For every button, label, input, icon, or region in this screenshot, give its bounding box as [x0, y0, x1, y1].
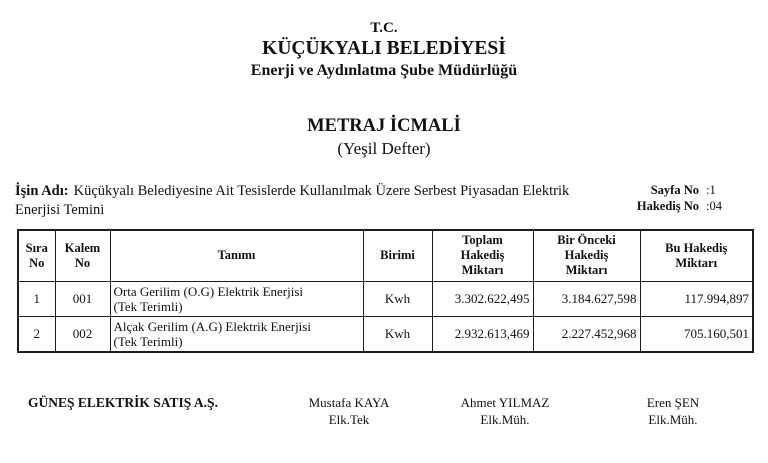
document-subtitle: (Yeşil Defter): [337, 139, 431, 158]
cell-kalem: 002: [54, 315, 111, 352]
cell-bu: 705.160,501: [639, 315, 754, 352]
cell-birim: Kwh: [362, 315, 433, 352]
hakedis-no-label: Hakediş No: [636, 199, 700, 213]
cell-onceki: 2.227.452,968: [532, 315, 641, 352]
cell-sira: 2: [17, 315, 56, 352]
col-header-kalem: Kalem No: [54, 229, 111, 282]
col-header-tanim: Tanımı: [109, 229, 364, 282]
signer-1: Mustafa KAYA Elk.Tek: [309, 394, 390, 428]
cell-kalem: 001: [54, 280, 111, 317]
cell-birim: Kwh: [362, 280, 433, 317]
signature-block: GÜNEŞ ELEKTRİK SATIŞ A.Ş. Mustafa KAYA E…: [0, 394, 768, 436]
signer-title: Elk.Tek: [328, 411, 370, 427]
col-header-toplam: Toplam Hakediş Miktarı: [431, 229, 534, 282]
job-text: Küçükyalı Belediyesine Ait Tesislerde Ku…: [15, 183, 570, 218]
signer-2: Ahmet YILMAZ Elk.Müh.: [461, 394, 550, 428]
document-title: METRAJ İCMALİ: [307, 116, 461, 136]
cell-onceki: 3.184.627,598: [532, 280, 641, 317]
cell-tanim: Alçak Gerilim (A.G) Elektrik Enerjisi (T…: [109, 315, 364, 352]
page-no-value: :1: [706, 183, 716, 197]
department-line: Enerji ve Aydınlatma Şube Müdürlüğü: [250, 62, 518, 79]
cell-tanim: Orta Gerilim (O.G) Elektrik Enerjisi (Te…: [109, 280, 364, 317]
signer-3: Eren ŞEN Elk.Müh.: [647, 394, 699, 428]
signer-name: Eren ŞEN: [646, 394, 700, 410]
table-row: 2 002 Alçak Gerilim (A.G) Elektrik Enerj…: [17, 315, 754, 352]
cell-bu: 117.994,897: [639, 280, 754, 317]
col-header-bu: Bu Hakediş Miktarı: [639, 229, 754, 282]
job-label: İşin Adı:: [15, 183, 69, 199]
job-description: İşin Adı: Küçükyalı Belediyesine Ait Tesi…: [15, 182, 593, 220]
letterhead: T.C. KÜÇÜKYALI BELEDİYESİ Enerji ve Aydı…: [0, 0, 768, 81]
col-header-onceki: Bir Önceki Hakediş Miktarı: [532, 229, 641, 282]
table-header-row: Sıra No Kalem No Tanımı Birimi Toplam Ha…: [17, 229, 754, 282]
cell-toplam: 2.932.613,469: [431, 315, 534, 352]
table-row: 1 001 Orta Gerilim (O.G) Elektrik Enerji…: [17, 280, 754, 317]
info-row: İşin Adı: Küçükyalı Belediyesine Ait Tesi…: [0, 182, 768, 220]
signer-name: Mustafa KAYA: [308, 394, 390, 410]
col-header-sira: Sıra No: [17, 229, 56, 282]
col-header-birim: Birimi: [362, 229, 433, 282]
metraj-table: Sıra No Kalem No Tanımı Birimi Toplam Ha…: [17, 229, 754, 353]
country-line: T.C.: [370, 20, 398, 36]
organization-line: KÜÇÜKYALI BELEDİYESİ: [262, 38, 506, 59]
signer-title: Elk.Müh.: [480, 411, 530, 427]
hakedis-no-value: :04: [706, 199, 722, 213]
page-no-label: Sayfa No: [650, 183, 700, 197]
signer-title: Elk.Müh.: [648, 411, 698, 427]
contractor-company-name: GÜNEŞ ELEKTRİK SATIŞ A.Ş.: [28, 394, 218, 410]
cell-sira: 1: [17, 280, 56, 317]
cell-toplam: 3.302.622,495: [431, 280, 534, 317]
document-title-block: METRAJ İCMALİ (Yeşil Defter): [0, 115, 768, 160]
page-meta: Sayfa No :1 Hakediş No :04: [637, 182, 722, 220]
signer-name: Ahmet YILMAZ: [460, 394, 550, 410]
